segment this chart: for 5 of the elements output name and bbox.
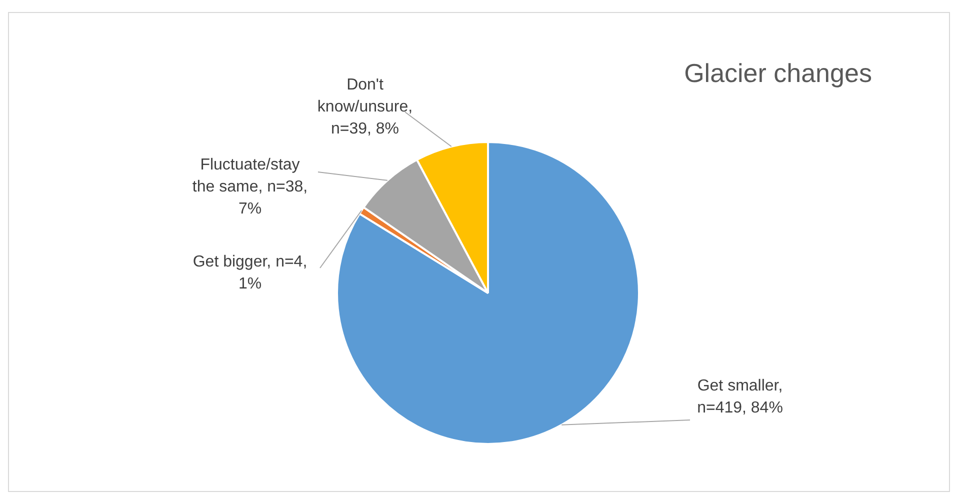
slice-label: Get smaller, n=419, 84% [697,377,783,416]
slice-label: Get bigger, n=4, 1% [192,253,308,292]
slice-label: Fluctuate/stay the same, n=38, 7% [192,156,308,218]
slice-label: Don't know/unsure, n=39, 8% [317,76,413,138]
chart-title: Glacier changes [684,58,872,88]
